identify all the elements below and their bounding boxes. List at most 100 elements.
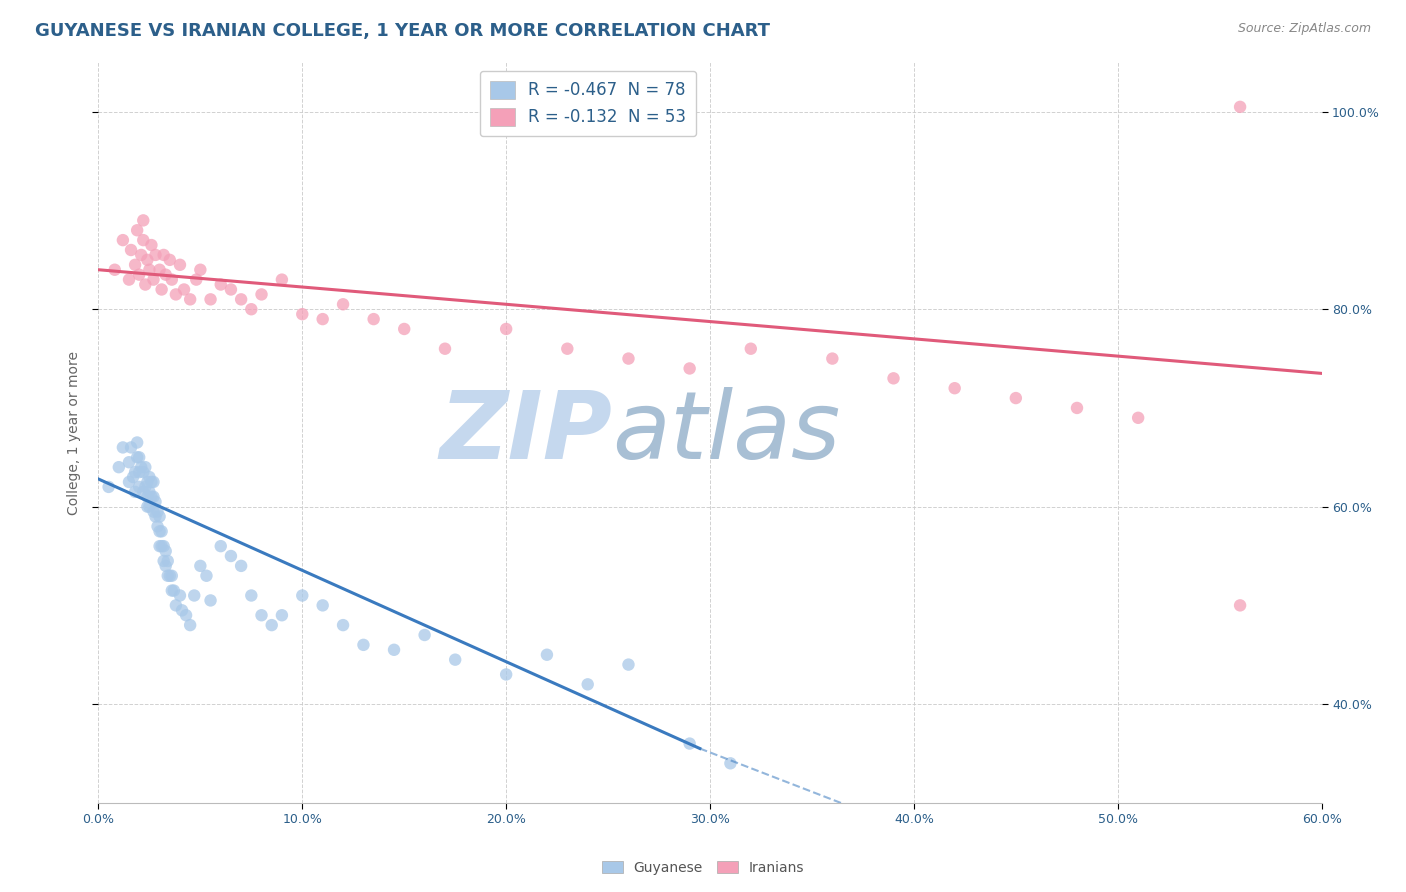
Point <box>132 465 155 479</box>
Point <box>382 642 405 657</box>
Point <box>434 342 457 356</box>
Point <box>155 268 177 282</box>
Point <box>413 628 436 642</box>
Point <box>312 312 335 326</box>
Point <box>332 297 354 311</box>
Point <box>149 509 172 524</box>
Point <box>250 287 273 301</box>
Point <box>219 283 242 297</box>
Point <box>156 568 179 582</box>
Point <box>332 618 354 632</box>
Point <box>200 293 222 307</box>
Point <box>576 677 599 691</box>
Point <box>291 589 314 603</box>
Point <box>128 450 150 465</box>
Point <box>128 268 150 282</box>
Point <box>821 351 844 366</box>
Point <box>150 524 173 539</box>
Point <box>129 460 152 475</box>
Point <box>160 583 183 598</box>
Point <box>111 233 134 247</box>
Point <box>138 500 160 514</box>
Point <box>122 470 145 484</box>
Point <box>720 756 742 771</box>
Point <box>495 322 517 336</box>
Point <box>617 351 640 366</box>
Point <box>444 653 467 667</box>
Point <box>169 589 191 603</box>
Point <box>165 287 187 301</box>
Point <box>124 258 146 272</box>
Point <box>495 667 517 681</box>
Point <box>209 277 232 292</box>
Point <box>118 475 141 489</box>
Point <box>173 283 195 297</box>
Point <box>108 460 131 475</box>
Point <box>142 490 165 504</box>
Point <box>250 608 273 623</box>
Point <box>150 283 173 297</box>
Point <box>231 558 253 573</box>
Point <box>883 371 905 385</box>
Point <box>183 589 205 603</box>
Legend: Guyanese, Iranians: Guyanese, Iranians <box>596 855 810 880</box>
Point <box>165 599 187 613</box>
Point <box>149 524 172 539</box>
Point <box>209 539 232 553</box>
Point <box>145 509 167 524</box>
Point <box>557 342 579 356</box>
Point <box>943 381 966 395</box>
Point <box>127 450 149 465</box>
Point <box>159 252 181 267</box>
Point <box>163 583 186 598</box>
Point <box>97 480 120 494</box>
Point <box>536 648 558 662</box>
Point <box>740 342 762 356</box>
Point <box>149 262 172 277</box>
Point <box>136 500 159 514</box>
Point <box>132 233 155 247</box>
Point <box>120 243 142 257</box>
Point <box>142 475 165 489</box>
Point <box>392 322 416 336</box>
Point <box>150 539 173 553</box>
Point <box>160 568 183 582</box>
Point <box>1229 100 1251 114</box>
Point <box>149 539 172 553</box>
Point <box>124 484 146 499</box>
Point <box>138 470 160 484</box>
Point <box>159 568 181 582</box>
Point <box>134 480 156 494</box>
Point <box>155 558 177 573</box>
Point <box>155 544 177 558</box>
Point <box>160 272 183 286</box>
Point <box>128 465 150 479</box>
Point <box>188 262 212 277</box>
Point <box>1066 401 1088 415</box>
Point <box>104 262 127 277</box>
Point <box>200 593 222 607</box>
Point <box>179 293 201 307</box>
Point <box>142 505 165 519</box>
Legend: R = -0.467  N = 78, R = -0.132  N = 53: R = -0.467 N = 78, R = -0.132 N = 53 <box>479 70 696 136</box>
Point <box>120 441 142 455</box>
Point <box>170 603 193 617</box>
Point <box>156 554 179 568</box>
Point <box>141 238 163 252</box>
Point <box>188 558 212 573</box>
Point <box>1004 391 1026 405</box>
Point <box>195 568 218 582</box>
Point <box>179 618 201 632</box>
Y-axis label: College, 1 year or more: College, 1 year or more <box>67 351 82 515</box>
Point <box>127 435 149 450</box>
Point <box>152 554 174 568</box>
Text: GUYANESE VS IRANIAN COLLEGE, 1 YEAR OR MORE CORRELATION CHART: GUYANESE VS IRANIAN COLLEGE, 1 YEAR OR M… <box>35 22 770 40</box>
Text: Source: ZipAtlas.com: Source: ZipAtlas.com <box>1237 22 1371 36</box>
Point <box>146 519 169 533</box>
Point <box>132 213 155 227</box>
Point <box>136 475 159 489</box>
Point <box>111 441 134 455</box>
Point <box>141 475 163 489</box>
Point <box>132 484 155 499</box>
Point <box>240 302 263 317</box>
